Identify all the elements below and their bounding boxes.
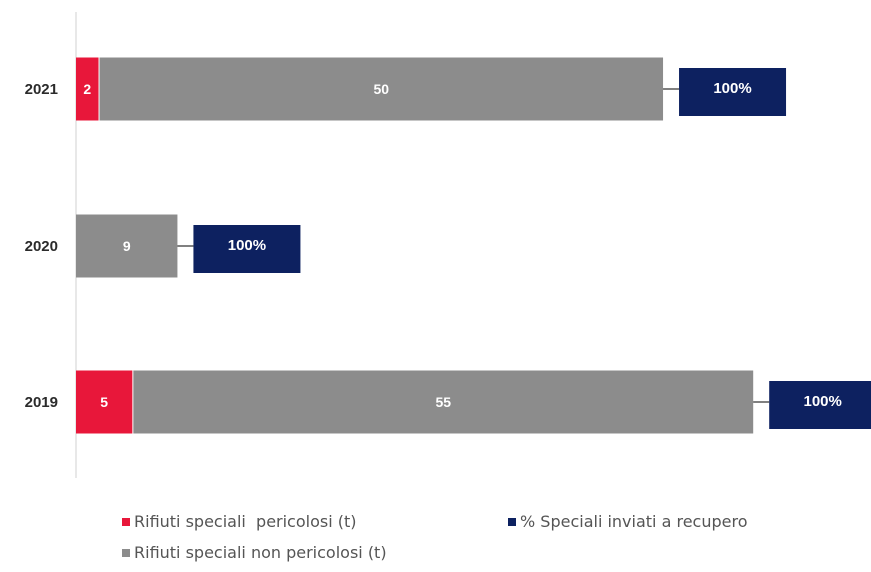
legend-item-non-hazardous: Rifiuti speciali non pericolosi (t) bbox=[122, 543, 387, 562]
recovery-box-2020 bbox=[193, 225, 301, 273]
bar-non-hazardous-2021 bbox=[99, 57, 664, 121]
legend-label-non-hazardous: Rifiuti speciali non pericolosi (t) bbox=[134, 543, 387, 562]
legend-swatch-non-hazardous bbox=[122, 548, 130, 557]
category-label-2021: 2021 bbox=[25, 81, 58, 98]
legend-item-hazardous: Rifiuti speciali pericolosi (t) bbox=[122, 512, 357, 531]
bar-non-hazardous-2019 bbox=[133, 370, 754, 434]
recovery-box-2019 bbox=[769, 381, 871, 429]
bar-non-hazardous-2020 bbox=[76, 214, 178, 278]
bar-hazardous-2019 bbox=[76, 370, 133, 434]
recovery-label-2019: 100% bbox=[804, 393, 842, 410]
category-label-2019: 2019 bbox=[25, 394, 58, 411]
bar-label-hazardous-2021: 2 bbox=[83, 81, 91, 97]
recovery-label-2021: 100% bbox=[713, 80, 751, 97]
category-label-2020: 2020 bbox=[25, 238, 58, 255]
legend-label-recovery: % Speciali inviati a recupero bbox=[520, 512, 748, 531]
legend-label-hazardous: Rifiuti speciali pericolosi (t) bbox=[134, 512, 357, 531]
legend-swatch-hazardous bbox=[122, 517, 130, 526]
bar-chart: 2021 2 50 100%2020 9 100%2019 5 55 100% bbox=[25, 12, 871, 478]
chart-marks: 2021 2 50 100%2020 9 100%2019 5 55 100% bbox=[25, 57, 871, 434]
bar-label-hazardous-2019: 5 bbox=[100, 394, 108, 410]
legend-item-recovery: % Speciali inviati a recupero bbox=[508, 512, 748, 531]
bar-label-non-hazardous-2020: 9 bbox=[123, 238, 131, 254]
bar-label-non-hazardous-2021: 50 bbox=[374, 81, 390, 97]
bar-hazardous-2021 bbox=[76, 57, 99, 121]
recovery-label-2020: 100% bbox=[228, 237, 266, 254]
bar-label-non-hazardous-2019: 55 bbox=[435, 394, 451, 410]
legend-swatch-recovery bbox=[508, 517, 516, 526]
recovery-box-2021 bbox=[679, 68, 787, 116]
